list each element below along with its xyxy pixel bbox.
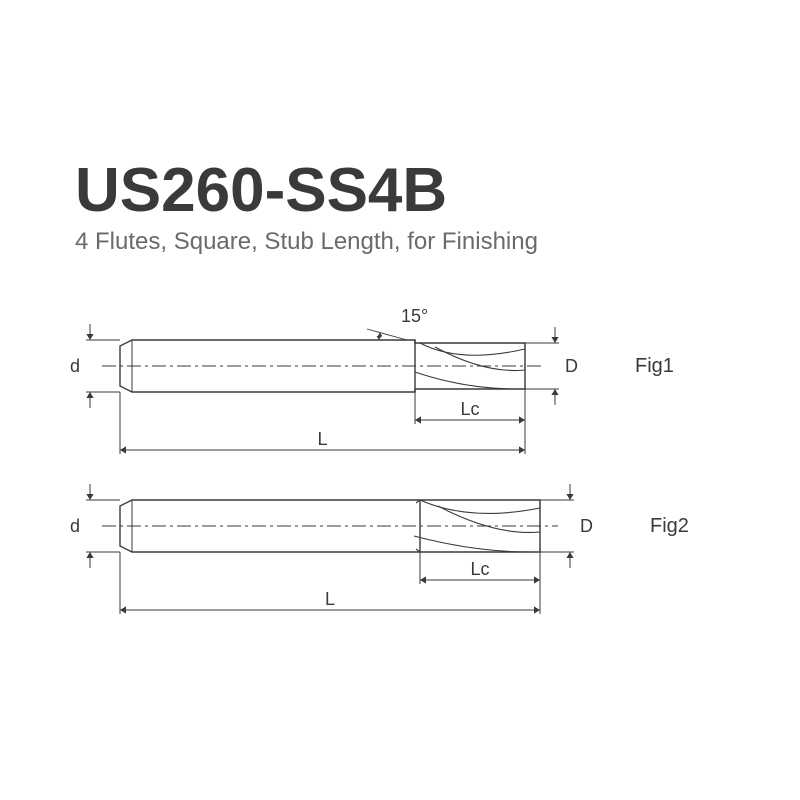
- title-block: US260-SS4B 4 Flutes, Square, Stub Length…: [75, 155, 538, 256]
- svg-text:Fig1: Fig1: [635, 355, 674, 377]
- diagram-svg: 15° d D Lc L Fig1 d D Lc L Fig2: [0, 300, 800, 700]
- svg-text:L: L: [325, 589, 335, 609]
- svg-text:Lc: Lc: [470, 559, 489, 579]
- svg-text:Lc: Lc: [460, 399, 479, 419]
- svg-text:Fig2: Fig2: [650, 515, 689, 537]
- svg-text:d: d: [70, 356, 80, 376]
- product-code: US260-SS4B: [75, 155, 538, 226]
- product-subtitle: 4 Flutes, Square, Stub Length, for Finis…: [75, 228, 538, 256]
- svg-text:D: D: [580, 516, 593, 536]
- svg-text:D: D: [565, 356, 578, 376]
- svg-text:15°: 15°: [401, 306, 428, 326]
- technical-diagram: 15° d D Lc L Fig1 d D Lc L Fig2: [0, 300, 800, 700]
- svg-text:d: d: [70, 516, 80, 536]
- svg-text:L: L: [317, 429, 327, 449]
